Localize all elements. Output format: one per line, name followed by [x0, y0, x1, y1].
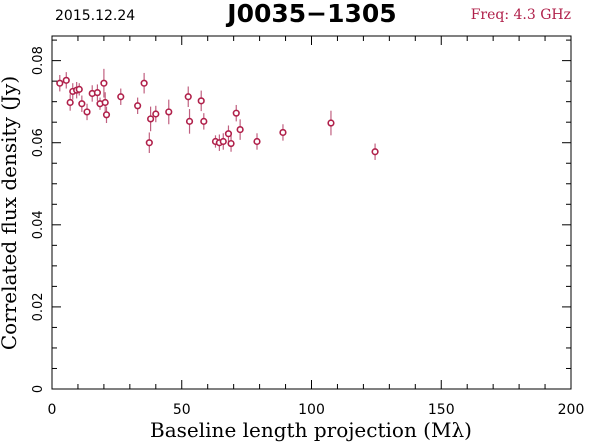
data-point	[66, 98, 74, 107]
data-point	[78, 100, 86, 108]
x-axis-tick-labels: 0 50 100 150 200	[48, 402, 585, 418]
data-point	[145, 139, 153, 147]
x-axis-ticks	[51, 36, 572, 389]
data-point	[83, 108, 91, 116]
y-tick-label: 0.08	[31, 46, 46, 75]
data-point	[232, 109, 240, 117]
data-point	[253, 137, 261, 146]
frequency-label: Freq: 4.3 GHz	[471, 7, 571, 23]
data-point	[236, 125, 244, 134]
observation-date: 2015.12.24	[55, 8, 135, 24]
data-point	[227, 139, 235, 148]
y-axis-tick-labels: 0 0.02 0.04 0.06 0.08	[31, 46, 46, 393]
data-point	[279, 128, 287, 137]
data-point	[140, 79, 148, 87]
x-axis-label: Baseline length projection (Mλ)	[150, 418, 472, 442]
data-points	[56, 76, 379, 156]
data-point	[102, 111, 111, 119]
data-point	[93, 89, 102, 97]
data-point	[327, 119, 335, 127]
data-point	[200, 117, 208, 125]
y-axis-label: Correlated flux density (Jy)	[0, 76, 21, 350]
x-tick-label: 0	[48, 402, 57, 418]
y-tick-label: 0.02	[31, 292, 46, 321]
chart-title: J0035−1305	[225, 0, 396, 28]
y-axis-ticks	[52, 39, 571, 390]
plot-frame	[51, 35, 572, 390]
data-point	[197, 97, 205, 105]
data-point	[185, 117, 194, 125]
data-point	[371, 148, 379, 156]
data-point	[75, 85, 83, 93]
data-point	[152, 110, 160, 118]
x-tick-label: 100	[298, 402, 325, 418]
x-tick-label: 50	[173, 402, 191, 418]
data-point	[56, 79, 64, 87]
y-tick-label: 0.04	[31, 210, 46, 239]
data-point	[147, 115, 155, 123]
data-point	[101, 98, 109, 107]
data-point	[117, 93, 125, 101]
data-point	[184, 93, 192, 101]
data-point	[219, 137, 227, 146]
data-point	[134, 102, 142, 110]
x-tick-label: 200	[558, 402, 585, 418]
data-point	[224, 130, 233, 138]
data-point	[62, 76, 70, 84]
x-tick-label: 150	[428, 402, 455, 418]
y-tick-label: 0.06	[31, 128, 46, 157]
data-point	[100, 79, 108, 87]
y-tick-label: 0	[31, 385, 46, 393]
data-point	[165, 108, 173, 116]
